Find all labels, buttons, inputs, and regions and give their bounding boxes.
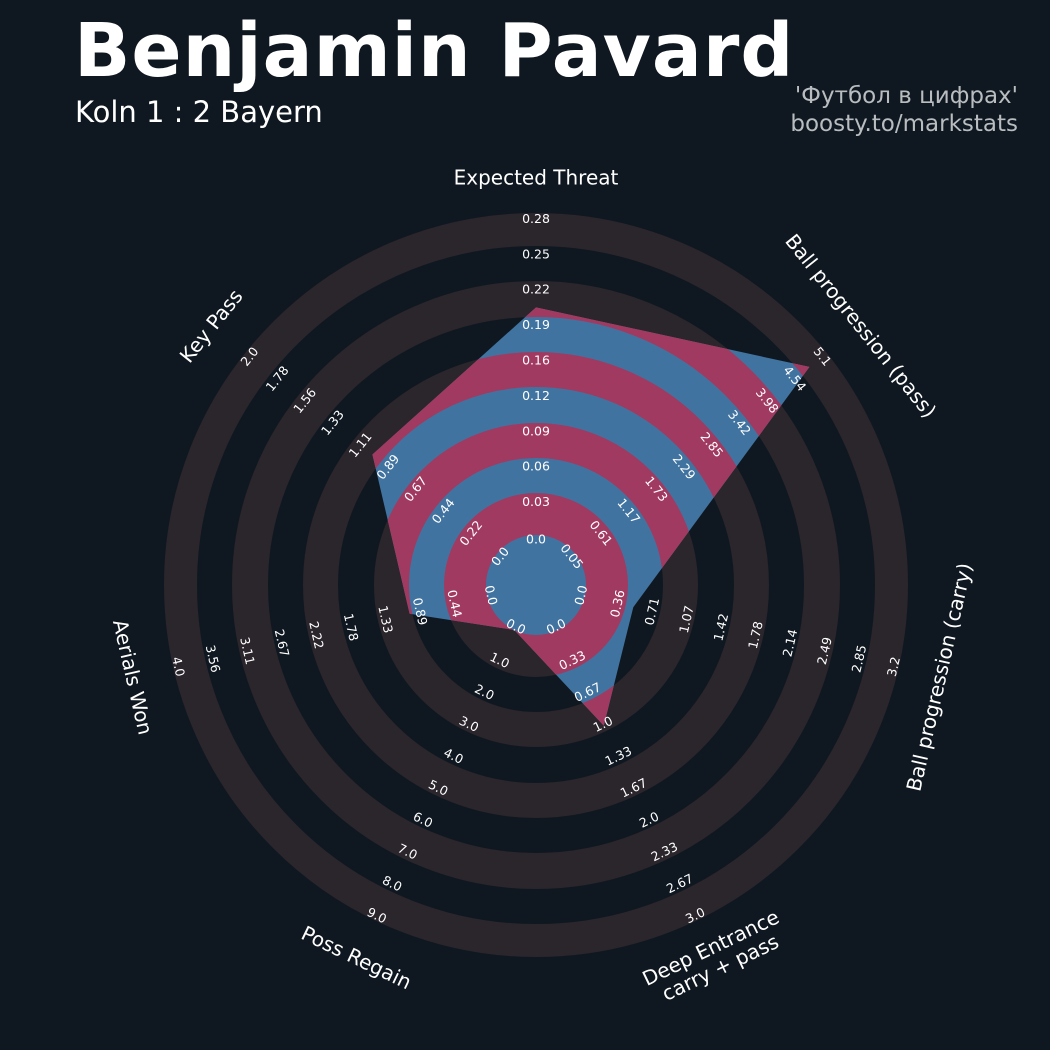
axis-label: Poss Regain <box>298 921 416 994</box>
axis-label: Ball progression (pass) <box>780 229 941 422</box>
credit-line-2: boosty.to/markstats <box>790 111 1018 137</box>
tick-label: 0.12 <box>522 388 550 403</box>
axis-label-line: Poss Regain <box>298 921 416 994</box>
tick-label: 1.33 <box>375 604 396 634</box>
tick-label: 3.2 <box>884 655 903 678</box>
axis-label-line: Ball progression (carry) <box>901 561 977 794</box>
tick-label: 0.22 <box>522 282 550 297</box>
tick-label: 1.07 <box>676 604 697 634</box>
tick-label: 3.56 <box>203 643 224 674</box>
axis-label: Expected Threat <box>454 165 619 189</box>
tick-label: 0.16 <box>522 353 550 368</box>
tick-label: 1.78 <box>745 620 766 651</box>
tick-label: 4.0 <box>169 655 188 678</box>
tick-label: 0.0 <box>482 584 501 607</box>
match-subtitle: Koln 1 : 2 Bayern <box>75 95 323 129</box>
radar-ring-3 <box>232 281 840 889</box>
credit-line-1: 'Футбол в цифрах' <box>794 83 1018 109</box>
tick-label: 0.89 <box>410 596 431 627</box>
axis-label-line: Aerials Won <box>108 617 158 737</box>
credit-block: 'Футбол в цифрах' boosty.to/markstats <box>790 82 1018 138</box>
axis-label: Ball progression (carry) <box>901 561 977 794</box>
tick-label: 2.49 <box>814 636 835 667</box>
axis-label-line: Key Pass <box>175 284 248 367</box>
axis-label-line: Ball progression (pass) <box>780 229 941 422</box>
tick-label: 2.14 <box>779 628 800 659</box>
tick-label: 2.85 <box>848 643 869 673</box>
page-title: Benjamin Pavard <box>74 8 795 94</box>
tick-label: 0.0 <box>571 584 590 607</box>
tick-label: 0.06 <box>522 459 550 474</box>
tick-label: 0.25 <box>522 246 550 261</box>
tick-label: 0.0 <box>526 532 546 547</box>
tick-label: 1.42 <box>710 612 731 642</box>
tick-label: 0.44 <box>444 588 465 619</box>
tick-label: 0.36 <box>607 588 628 619</box>
tick-label: 0.19 <box>522 317 550 332</box>
tick-label: 0.03 <box>522 494 550 509</box>
tick-label: 1.78 <box>341 612 362 643</box>
tick-label: 2.22 <box>306 620 327 650</box>
radar-ring-4 <box>164 213 908 957</box>
tick-label: 0.71 <box>641 596 662 626</box>
tick-label: 3.11 <box>237 636 258 666</box>
tick-label: 0.09 <box>522 423 550 438</box>
tick-label: 0.28 <box>522 211 550 226</box>
axis-label: Aerials Won <box>108 617 158 737</box>
axis-label: Key Pass <box>175 284 248 367</box>
tick-label: 2.67 <box>272 628 293 658</box>
axis-label-line: Expected Threat <box>454 165 619 189</box>
